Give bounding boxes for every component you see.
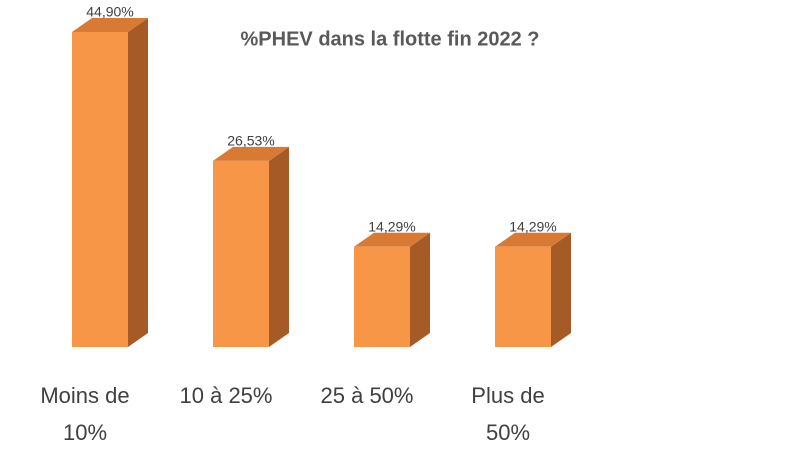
value-label: 26,53% (227, 133, 274, 149)
x-tick-label: 25 à 50% (320, 383, 414, 408)
bar (213, 160, 269, 347)
bar-top (495, 232, 571, 247)
chart-title: %PHEV dans la flotte fin 2022 ? (241, 28, 540, 50)
bar-top (213, 146, 289, 161)
bar (354, 246, 410, 347)
value-label: 14,29% (509, 218, 556, 234)
bar-side (269, 146, 289, 347)
bar-side (410, 232, 430, 347)
bar (495, 246, 551, 347)
bar (72, 31, 128, 348)
x-tick-label: Plus de 50% (471, 383, 545, 445)
bar-side (551, 232, 571, 347)
value-label: 14,29% (368, 218, 415, 234)
bar-side (128, 17, 148, 348)
value-label: 44,90% (86, 4, 133, 20)
x-tick-label: Moins de 10% (40, 383, 130, 445)
x-tick-label: 10 à 25% (179, 383, 273, 408)
bar-top (72, 17, 148, 32)
bar-top (354, 232, 430, 247)
